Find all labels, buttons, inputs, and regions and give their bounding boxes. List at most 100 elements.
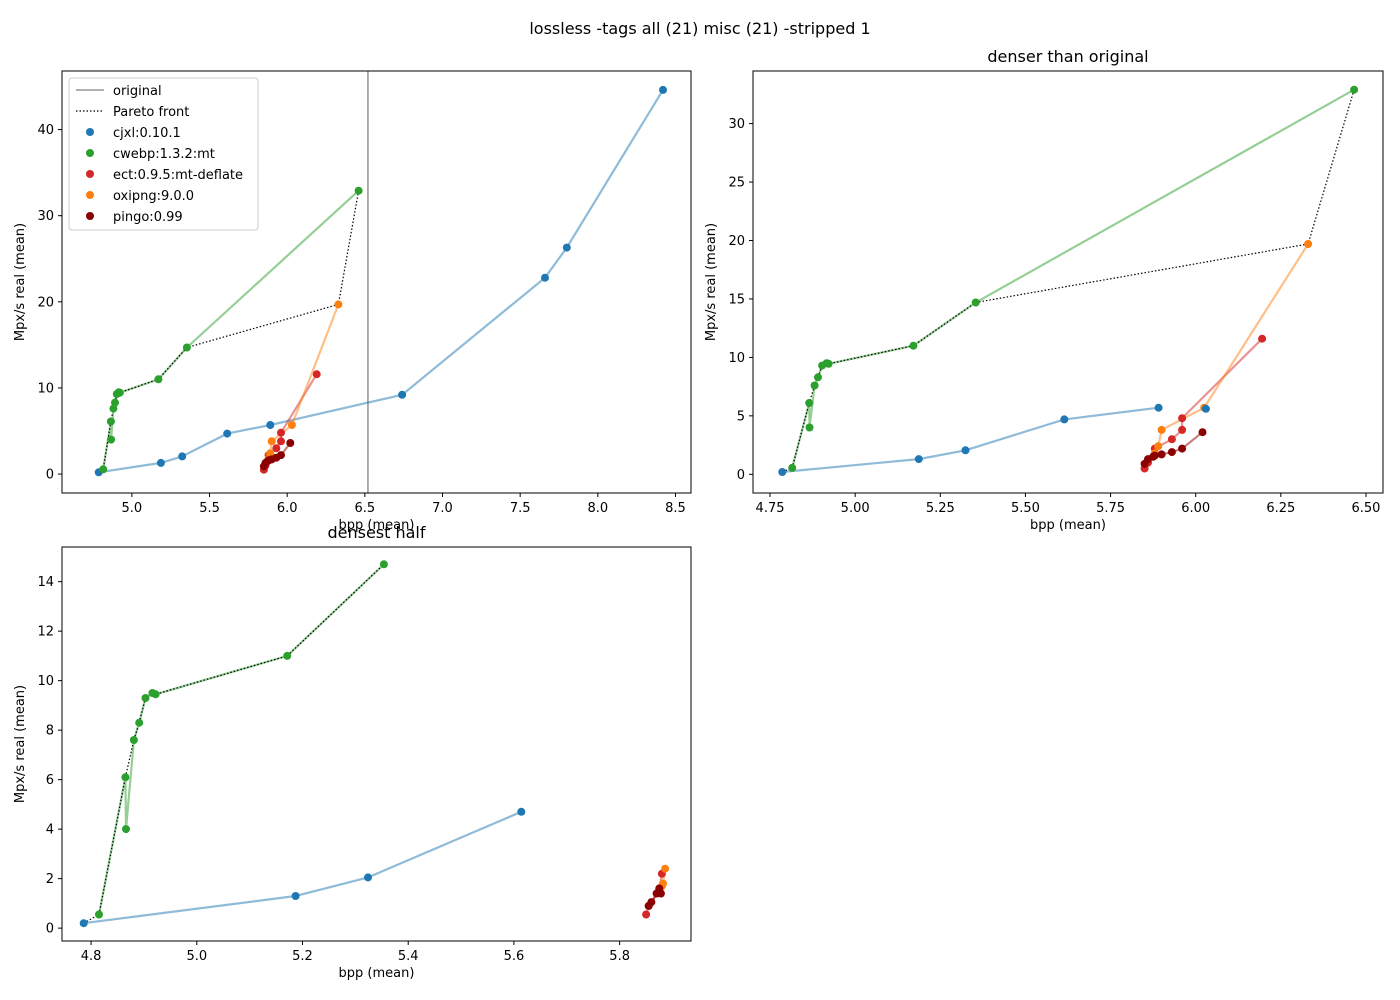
- point-cjxl-0-10-1: [1201, 404, 1210, 413]
- pareto-front-line: [98, 190, 360, 473]
- point-pingo-0-99: [1167, 448, 1176, 457]
- x-axis-label: bpp (mean): [339, 518, 415, 533]
- point-cwebp-1-3-2-mt: [788, 463, 797, 472]
- point-pingo-0-99: [1157, 450, 1166, 459]
- legend-label: cwebp:1.3.2:mt: [113, 147, 215, 162]
- point-cjxl-0-10-1: [223, 429, 232, 438]
- plot-area: [778, 85, 1359, 476]
- y-tick-label: 15: [728, 292, 745, 307]
- y-tick-label: 14: [37, 575, 54, 590]
- plot-area: [79, 560, 670, 928]
- point-ect-0-9-5-mt-deflate: [1167, 435, 1176, 444]
- point-cwebp-1-3-2-mt: [135, 718, 144, 727]
- x-tick-label: 5.2: [292, 949, 313, 964]
- point-cwebp-1-3-2-mt: [805, 399, 814, 407]
- point-cwebp-1-3-2-mt: [99, 465, 108, 474]
- y-tick-label: 4: [46, 823, 54, 838]
- y-tick-label: 0: [46, 922, 54, 937]
- series-line-cwebp-1-3-2-mt: [791, 88, 1355, 469]
- x-tick-label: 6.0: [277, 501, 298, 516]
- point-cjxl-0-10-1: [178, 452, 187, 461]
- point-pingo-0-99: [647, 898, 656, 907]
- point-cjxl-0-10-1: [778, 468, 787, 476]
- point-cjxl-0-10-1: [914, 455, 923, 464]
- point-oxipng-9-0-0: [267, 437, 276, 446]
- y-tick-label: 20: [728, 234, 745, 249]
- x-tick-label: 7.0: [432, 501, 453, 516]
- y-tick-label: 8: [46, 724, 54, 739]
- subplot-denser-than-original: denser than original 4.75 5.00 5.25 5.50 5.75…: [704, 47, 1384, 533]
- x-tick-label: 6.5: [355, 501, 376, 516]
- x-tick-label: 5.6: [504, 949, 525, 964]
- y-tick-label: 0: [737, 468, 745, 483]
- point-cjxl-0-10-1: [398, 390, 407, 399]
- legend-label: ect:0.9.5:mt-deflate: [113, 168, 243, 183]
- point-cjxl-0-10-1: [79, 919, 88, 928]
- y-axis-label: Mpx/s real (mean): [13, 223, 28, 341]
- point-cjxl-0-10-1: [1154, 403, 1163, 412]
- point-cwebp-1-3-2-mt: [107, 435, 116, 444]
- x-axis-label: bpp (mean): [1030, 518, 1106, 533]
- point-pingo-0-99: [1198, 428, 1207, 437]
- legend: original Pareto front cjxl:0.10.1 cwebp:1.3…: [68, 77, 259, 231]
- point-cjxl-0-10-1: [659, 85, 667, 94]
- series-line-oxipng-9-0-0: [1153, 243, 1310, 454]
- legend-label: cjxl:0.10.1: [113, 126, 181, 141]
- legend-marker-cwebp-1-3-2-mt: [86, 149, 94, 157]
- y-axis-label: Mpx/s real (mean): [704, 223, 719, 341]
- point-cwebp-1-3-2-mt: [814, 373, 822, 382]
- point-cwebp-1-3-2-mt: [805, 423, 814, 432]
- axes-frame: [752, 70, 1384, 494]
- legend-label: Pareto front: [113, 105, 189, 120]
- point-cjxl-0-10-1: [517, 807, 526, 816]
- y-tick-label: 12: [37, 625, 54, 640]
- figure-suptitle: lossless -tags all (21) misc (21) -strip…: [529, 19, 870, 38]
- point-cwebp-1-3-2-mt: [141, 694, 150, 702]
- legend-marker-oxipng-9-0-0: [86, 191, 94, 199]
- point-cwebp-1-3-2-mt: [121, 773, 130, 782]
- y-tick-label: 5: [737, 409, 745, 424]
- x-tick-label: 4.75: [756, 501, 785, 516]
- x-tick-label: 5.8: [609, 949, 630, 964]
- point-cwebp-1-3-2-mt: [95, 910, 103, 919]
- y-tick-label: 2: [46, 872, 54, 887]
- subplot-title: denser than original: [987, 47, 1148, 66]
- legend-label: original: [113, 84, 162, 99]
- point-cjxl-0-10-1: [1060, 415, 1069, 424]
- point-cwebp-1-3-2-mt: [283, 651, 292, 660]
- pareto-front-line: [83, 563, 385, 924]
- point-cjxl-0-10-1: [364, 873, 372, 882]
- x-tick-label: 5.5: [199, 501, 220, 516]
- subplot-densest-half: densest half 4.8 5.0 5.2 5.4 5.6 5.8 0 2 4 6 8 10 12 1…: [13, 523, 692, 981]
- point-cwebp-1-3-2-mt: [909, 341, 918, 350]
- point-oxipng-9-0-0: [1304, 240, 1313, 248]
- point-cwebp-1-3-2-mt: [1350, 85, 1359, 94]
- point-oxipng-9-0-0: [334, 300, 343, 309]
- point-cwebp-1-3-2-mt: [824, 359, 833, 368]
- point-cwebp-1-3-2-mt: [115, 388, 124, 397]
- point-ect-0-9-5-mt-deflate: [1178, 414, 1187, 423]
- point-pingo-0-99: [277, 451, 285, 460]
- y-tick-label: 40: [37, 123, 54, 138]
- legend-marker-cjxl-0-10-1: [86, 128, 94, 136]
- legend-label: oxipng:9.0.0: [113, 189, 194, 204]
- axes-frame: [61, 70, 692, 494]
- x-tick-label: 4.8: [81, 949, 102, 964]
- point-ect-0-9-5-mt-deflate: [272, 444, 281, 453]
- point-cwebp-1-3-2-mt: [129, 736, 138, 744]
- y-tick-label: 6: [46, 773, 54, 788]
- point-cwebp-1-3-2-mt: [106, 417, 115, 426]
- point-cwebp-1-3-2-mt: [154, 375, 163, 384]
- point-cwebp-1-3-2-mt: [379, 560, 388, 569]
- series-line-cwebp-1-3-2-mt: [102, 189, 360, 470]
- point-ect-0-9-5-mt-deflate: [1258, 334, 1267, 343]
- x-tick-label: 8.5: [665, 501, 686, 516]
- x-tick-label: 5.25: [926, 501, 955, 516]
- x-tick-label: 5.0: [186, 949, 207, 964]
- y-tick-label: 30: [728, 117, 745, 132]
- x-tick-label: 5.0: [122, 501, 143, 516]
- point-ect-0-9-5-mt-deflate: [277, 437, 285, 446]
- legend-marker-ect-0-9-5-mt-deflate: [86, 170, 94, 178]
- subplot-title: densest half: [327, 523, 425, 542]
- x-tick-label: 5.00: [841, 501, 870, 516]
